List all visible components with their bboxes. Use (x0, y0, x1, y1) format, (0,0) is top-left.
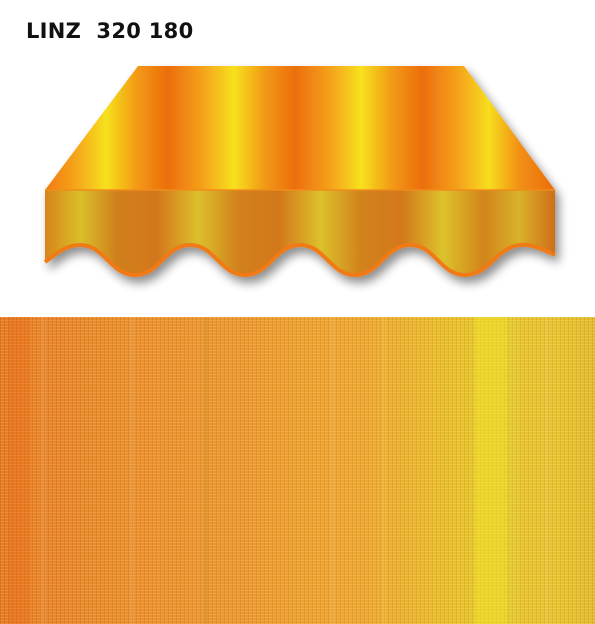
fabric-stripe (40, 317, 46, 624)
fabric-stripe (8, 317, 30, 624)
fabric-stripe (545, 317, 549, 624)
fabric-stripe (475, 317, 507, 624)
awning-valance (45, 190, 555, 275)
product-title: LINZ 320 180 (26, 19, 194, 43)
fabric-stripe (205, 317, 208, 624)
fabric-stripe (130, 317, 134, 624)
fabric-stripe (382, 317, 386, 624)
fabric-stripe (330, 317, 335, 624)
awning-canopy (45, 66, 555, 190)
awning-illustration (43, 66, 556, 278)
awning-group (43, 66, 556, 278)
fabric-swatch (0, 317, 595, 624)
awning-hem-edge (43, 242, 556, 278)
